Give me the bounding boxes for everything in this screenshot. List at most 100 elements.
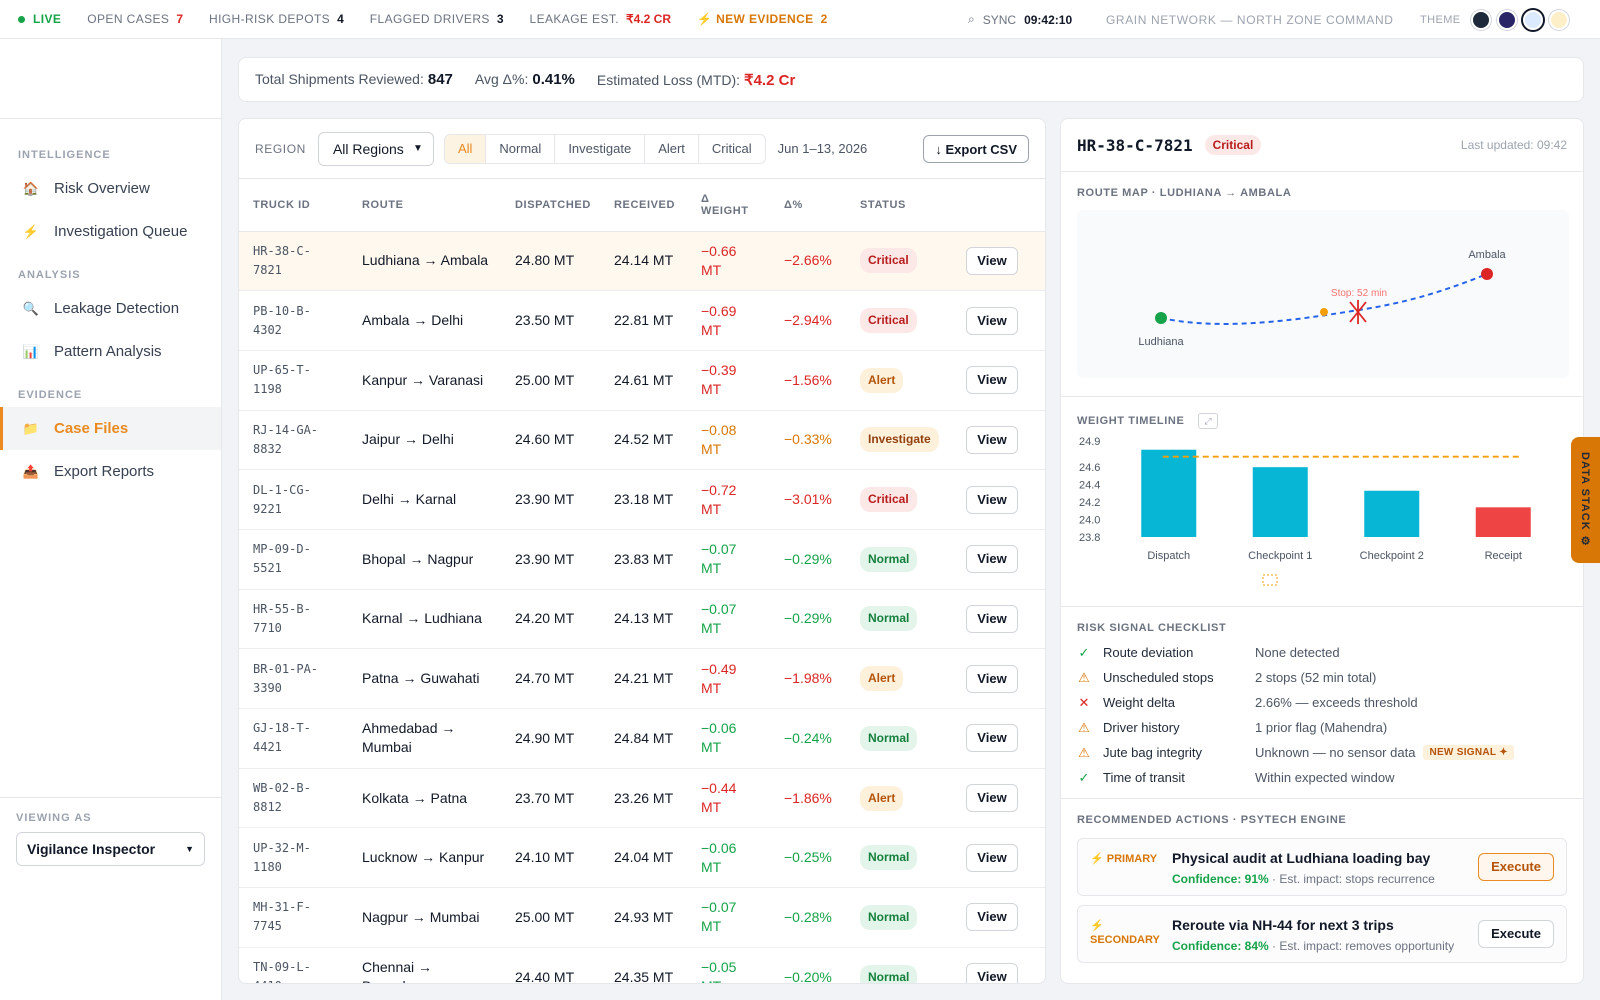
column-header[interactable]: Δ WEIGHT — [687, 179, 770, 232]
table-row[interactable]: HR-38-C-7821 Ludhiana → Ambala 24.80 MT 24.… — [239, 231, 1045, 292]
view-button[interactable]: View — [966, 784, 1018, 813]
y-tick-label: 24.2 — [1079, 497, 1100, 509]
theme-swatch-indigo[interactable] — [1496, 9, 1517, 30]
received-cell: 24.13 MT — [600, 589, 687, 650]
route-cell: Karnal → Ludhiana — [348, 589, 501, 650]
view-button[interactable]: View — [966, 903, 1018, 932]
status-cell: Alert — [846, 768, 952, 829]
table-row[interactable]: RJ-14-GA-8832 Jaipur → Delhi 24.60 MT 24.52… — [239, 410, 1045, 471]
received-cell: 24.04 MT — [600, 827, 687, 889]
origin-marker[interactable] — [1155, 312, 1167, 324]
leakage-estimate-stat[interactable]: LEAKAGE EST. ₹4.2 Cr — [529, 12, 672, 26]
stop-marker-minor[interactable] — [1320, 308, 1328, 316]
view-button[interactable]: View — [966, 425, 1018, 454]
high-risk-depots-stat[interactable]: HIGH-RISK DEPOTS 4 — [209, 12, 344, 26]
data-stack-tab[interactable]: DATA STACK ⚙ — [1571, 437, 1600, 563]
status-cell: Investigate — [846, 410, 952, 471]
column-header[interactable]: ROUTE — [348, 179, 501, 232]
table-row[interactable]: WB-02-B-8812 Kolkata → Patna 23.70 MT 23.26… — [239, 768, 1045, 829]
table-row[interactable]: UP-65-T-1198 Kanpur → Varanasi 25.00 MT 24.… — [239, 350, 1045, 411]
column-header[interactable]: DISPATCHED — [501, 179, 600, 232]
status-badge: Normal — [860, 964, 918, 983]
check-icon: ✓ — [1078, 769, 1090, 785]
filter-all[interactable]: All — [444, 134, 487, 163]
table-row[interactable]: UP-32-M-1180 Lucknow → Kanpur 24.10 MT 24.0… — [239, 827, 1045, 889]
action-priority-tag: ⚡ SECONDARY — [1090, 920, 1160, 946]
theme-swatch-light-blue[interactable] — [1522, 9, 1543, 30]
received-cell: 24.35 MT — [600, 947, 687, 983]
table-row[interactable]: HR-55-B-7710 Karnal → Ludhiana 24.20 MT 24.… — [239, 589, 1045, 650]
new-evidence-stat[interactable]: ⚡ NEW EVIDENCE 2 — [697, 12, 828, 26]
table-row[interactable]: MP-09-D-5521 Bhopal → Nagpur 23.90 MT 23.83… — [239, 529, 1045, 590]
warning-icon: ⚠ — [1078, 719, 1090, 735]
shipments-panel: REGION All Regions ▼ All Normal Investigat… — [238, 118, 1046, 984]
action-impact: · Est. impact: stops recurrence — [1268, 872, 1435, 886]
bar-checkpoint-2[interactable] — [1364, 490, 1420, 537]
bar-dispatch[interactable] — [1141, 449, 1197, 537]
status-cell: Alert — [846, 648, 952, 709]
view-button[interactable]: View — [966, 963, 1018, 983]
sidebar-item-pattern-analysis[interactable]: 📊 Pattern Analysis — [0, 330, 221, 373]
route-map-section: ROUTE MAP · LUDHIANA → AMBALA Ludhiana A… — [1061, 172, 1583, 397]
stop-marker-major[interactable] — [1349, 300, 1367, 324]
execute-button[interactable]: Execute — [1478, 853, 1554, 881]
role-select[interactable]: Vigilance Inspector ▼ — [16, 832, 205, 866]
filter-normal[interactable]: Normal — [486, 134, 556, 163]
cross-icon: ✕ — [1078, 694, 1090, 710]
filter-alert[interactable]: Alert — [645, 134, 699, 163]
table-row[interactable]: DL-1-CG-9221 Delhi → Karnal 23.90 MT 23.18 … — [239, 469, 1045, 530]
view-button[interactable]: View — [966, 366, 1018, 395]
table-row[interactable]: PB-10-B-4302 Ambala → Delhi 23.50 MT 22.81 … — [239, 290, 1045, 351]
avg-delta-stat: Avg Δ%: 0.41% — [474, 71, 575, 88]
action-impact: · Est. impact: removes opportunity — [1268, 939, 1455, 953]
view-button[interactable]: View — [966, 306, 1018, 335]
filter-investigate[interactable]: Investigate — [555, 134, 646, 163]
bar-receipt[interactable] — [1475, 507, 1531, 537]
column-header[interactable]: RECEIVED — [600, 179, 687, 232]
sidebar-item-case-files[interactable]: 📁 Case Files — [0, 407, 221, 450]
column-header[interactable]: TRUCK ID — [239, 179, 348, 232]
sidebar-item-risk-overview[interactable]: 🏠 Risk Overview — [0, 167, 221, 210]
sidebar-item-leakage-detection[interactable]: 🔍 Leakage Detection — [0, 287, 221, 330]
delta-weight-cell: −0.49 MT — [687, 648, 770, 709]
sidebar-item-export-reports[interactable]: 📤 Export Reports — [0, 450, 221, 493]
region-select[interactable]: All Regions ▼ — [317, 131, 434, 166]
shipments-reviewed-stat: Total Shipments Reviewed: 847 — [255, 71, 453, 88]
export-csv-button[interactable]: ↓ Export CSV — [923, 135, 1029, 163]
live-indicator: LIVE — [18, 12, 61, 26]
action-cell: View — [952, 529, 1045, 590]
route-map[interactable]: Ludhiana Ambala Stop: 52 min — [1077, 210, 1569, 378]
sidebar-item-label: Investigation Queue — [54, 223, 188, 240]
view-button[interactable]: View — [966, 604, 1018, 633]
view-button[interactable]: View — [966, 485, 1018, 514]
delta-weight-cell: −0.07 MT — [687, 589, 770, 650]
sidebar-item-investigation-queue[interactable]: ⚡ Investigation Queue — [0, 210, 221, 253]
view-button[interactable]: View — [966, 664, 1018, 693]
table-row[interactable]: GJ-18-T-4421 Ahmedabad → Mumbai 24.90 MT 24… — [239, 708, 1045, 769]
table-row[interactable]: TN-09-L-4410Chennai → Bengaluru24.40 MT2… — [239, 947, 1045, 983]
column-header[interactable]: Δ% — [770, 179, 846, 232]
destination-marker[interactable] — [1481, 268, 1493, 280]
flagged-drivers-stat[interactable]: FLAGGED DRIVERS 3 — [369, 12, 504, 26]
theme-swatch-cream[interactable] — [1548, 9, 1569, 30]
x-tick-label: Checkpoint 1 — [1248, 550, 1312, 562]
view-button[interactable]: View — [966, 843, 1018, 872]
filter-critical[interactable]: Critical — [711, 141, 752, 156]
received-cell: 24.84 MT — [600, 708, 687, 769]
received-cell: 24.93 MT — [600, 887, 687, 948]
theme-swatch-slate[interactable] — [1470, 9, 1491, 30]
table-row[interactable]: MH-31-F-7745 Nagpur → Mumbai 25.00 MT 24.93… — [239, 887, 1045, 948]
view-button[interactable]: View — [966, 545, 1018, 574]
view-button[interactable]: View — [966, 724, 1018, 753]
expand-icon[interactable]: ⤢ — [1198, 412, 1219, 429]
delta-weight-cell: −0.06 MT — [687, 708, 770, 769]
open-cases-stat[interactable]: OPEN CASES 7 — [87, 12, 183, 26]
bar-checkpoint-1[interactable] — [1252, 467, 1308, 537]
date-range[interactable]: Jun 1–13, 2026 — [777, 141, 868, 156]
status-filter-segments: All Normal Investigate Alert Critical — [443, 133, 766, 164]
execute-button[interactable]: Execute — [1478, 920, 1554, 948]
table-row[interactable]: BR-01-PA-3390 Patna → Guwahati 24.70 MT 24.… — [239, 648, 1045, 709]
received-cell: 23.26 MT — [600, 768, 687, 829]
view-button[interactable]: View — [966, 246, 1018, 275]
column-header[interactable]: STATUS — [846, 179, 952, 232]
